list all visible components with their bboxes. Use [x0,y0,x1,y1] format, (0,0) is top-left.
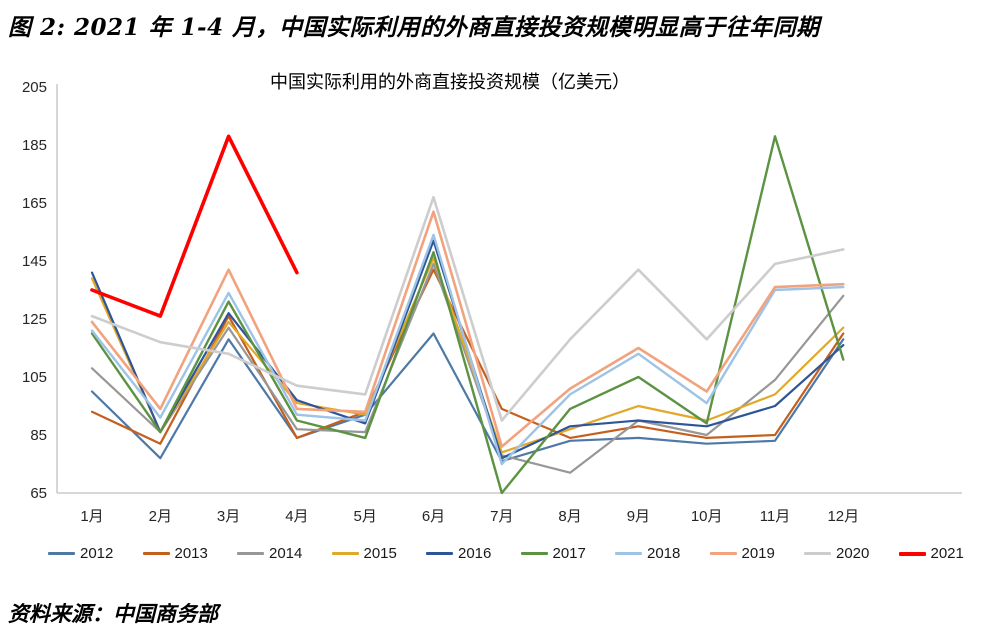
legend-item-2020: 2020 [804,545,869,562]
x-tick-label: 7月 [490,508,513,525]
chart-legend: 2012 2013 2014 2015 2016 2017 2018 2019 2020 2021 [48,545,964,562]
legend-item-2017: 2017 [520,545,586,562]
legend-label-2017: 2017 [552,545,586,562]
series-line-2021 [90,134,299,318]
legend-label-2015: 2015 [363,545,397,562]
x-tick-label: 3月 [217,508,240,525]
legend-swatch-2014 [237,552,264,555]
legend-item-2016: 2016 [426,545,491,562]
legend-item-2014: 2014 [237,545,302,562]
x-tick-label: 2月 [149,508,172,525]
legend-label-2020: 2020 [836,545,870,562]
legend-label-2016: 2016 [458,545,492,562]
x-tick-label: 12月 [827,508,859,525]
series-line-2018 [90,233,845,466]
series-line-2013 [90,268,845,445]
x-tick-label: 6月 [422,508,445,525]
legend-swatch-2021 [898,551,926,556]
series-line-2015 [90,257,845,454]
legend-swatch-2015 [331,552,359,555]
x-tick-label: 10月 [691,508,723,525]
x-tick-label: 8月 [558,508,581,525]
y-tick-label: 65 [30,485,47,502]
legend-item-2013: 2013 [142,545,208,562]
y-tick-label: 145 [22,253,47,270]
legend-swatch-2012 [48,552,75,555]
legend-swatch-2013 [142,552,170,555]
legend-item-2019: 2019 [709,545,775,562]
chart-title: 中国实际利用的外商直接投资规模（亿美元） [270,72,630,92]
legend-swatch-2020 [804,552,831,555]
x-tick-label: 1月 [80,508,103,525]
legend-item-2021: 2021 [898,545,964,562]
series-line-2020 [90,195,845,422]
legend-label-2013: 2013 [174,545,208,562]
legend-swatch-2018 [615,552,642,555]
legend-label-2021: 2021 [930,545,964,562]
y-tick-label: 165 [22,195,47,212]
series-line-2019 [90,210,845,448]
series-line-2014 [90,262,845,474]
legend-swatch-2019 [709,552,737,555]
legend-label-2014: 2014 [269,545,303,562]
legend-item-2015: 2015 [331,545,397,562]
legend-item-2012: 2012 [48,545,113,562]
x-tick-label: 9月 [627,508,650,525]
x-tick-label: 4月 [285,508,308,525]
legend-swatch-2017 [520,552,548,555]
legend-label-2019: 2019 [741,545,775,562]
legend-item-2018: 2018 [615,545,680,562]
y-tick-label: 105 [22,369,47,386]
x-tick-label: 5月 [354,508,377,525]
series-line-2012 [90,332,845,463]
y-tick-label: 185 [22,137,47,154]
y-tick-label: 85 [30,427,47,444]
legend-swatch-2016 [426,552,453,555]
x-tick-label: 11月 [760,508,791,525]
y-tick-label: 205 [22,79,47,96]
figure-caption: 图 2: 2021 年 1-4 月，中国实际利用的外商直接投资规模明显高于往年同… [8,14,820,41]
legend-label-2018: 2018 [647,545,681,562]
legend-label-2012: 2012 [80,545,114,562]
y-tick-label: 125 [22,311,47,328]
source-note: 资料来源：中国商务部 [8,601,218,626]
